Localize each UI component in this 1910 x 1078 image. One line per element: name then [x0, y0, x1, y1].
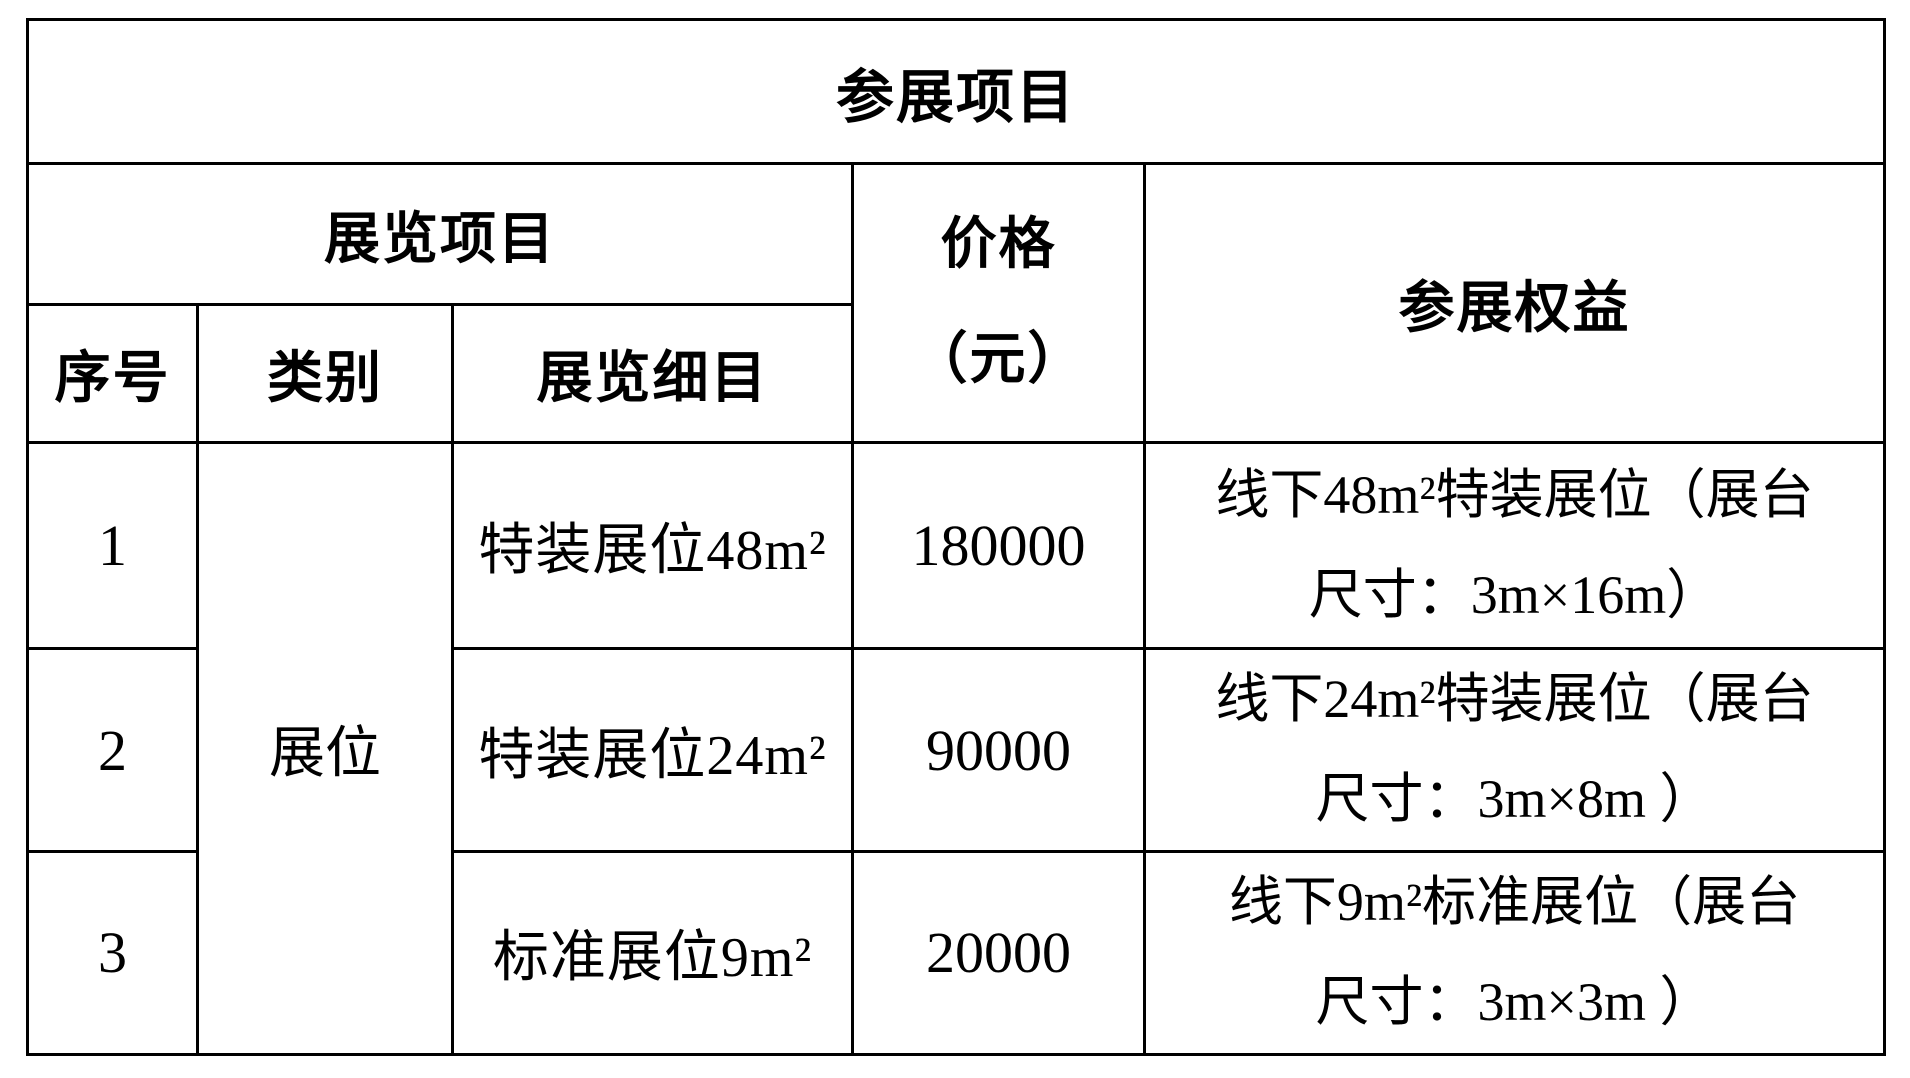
header-rights: 参展权益: [1142, 162, 1887, 444]
row2-price: 90000: [851, 647, 1146, 853]
row2-seq: 2: [26, 647, 199, 853]
header-price: 价格 （元）: [851, 162, 1146, 444]
table-row: 3 标准展位9m² 20000 线下9m²标准展位（展台 尺寸：3m×3m ）: [26, 850, 1887, 1056]
header-exhibition-project: 展览项目: [26, 162, 854, 306]
category-merged-cell: 展位: [196, 441, 454, 1056]
table-row: 1 展位 特装展位48m² 180000 线下48m²特装展位（展台 尺寸：3m…: [26, 441, 1887, 1056]
row2-detail: 特装展位24m²: [451, 647, 854, 853]
row3-rights: 线下9m²标准展位（展台 尺寸：3m×3m ）: [1142, 850, 1887, 1056]
row3-price: 20000: [851, 850, 1146, 1056]
row3-detail: 标准展位9m²: [451, 850, 854, 1056]
header-category: 类别: [196, 303, 454, 444]
title-row: 参展项目: [25, 18, 1887, 165]
header-detail: 展览细目: [451, 303, 854, 444]
table-title: 参展项目: [25, 18, 1887, 165]
header-group-row: 展览项目 价格 （元） 参展权益: [26, 162, 1887, 444]
row1-rights: 线下48m²特装展位（展台 尺寸：3m×16m）: [1142, 441, 1887, 650]
row1-detail: 特装展位48m²: [451, 441, 854, 650]
header-sub-row: 序号 类别 展览细目: [26, 303, 1885, 444]
table-row: 2 特装展位24m² 90000 线下24m²特装展位（展台 尺寸：3m×8m …: [26, 647, 1887, 853]
row1-price: 180000: [851, 441, 1146, 650]
header-seq: 序号: [26, 303, 199, 444]
row1-seq: 1: [26, 441, 199, 650]
row3-seq: 3: [26, 850, 199, 1056]
row2-rights: 线下24m²特装展位（展台 尺寸：3m×8m ）: [1142, 647, 1887, 853]
exhibition-pricing-table: 参展项目 展览项目 价格 （元） 参展权益 序号 类别 展览细目 1 展位 特装…: [25, 18, 1887, 1056]
